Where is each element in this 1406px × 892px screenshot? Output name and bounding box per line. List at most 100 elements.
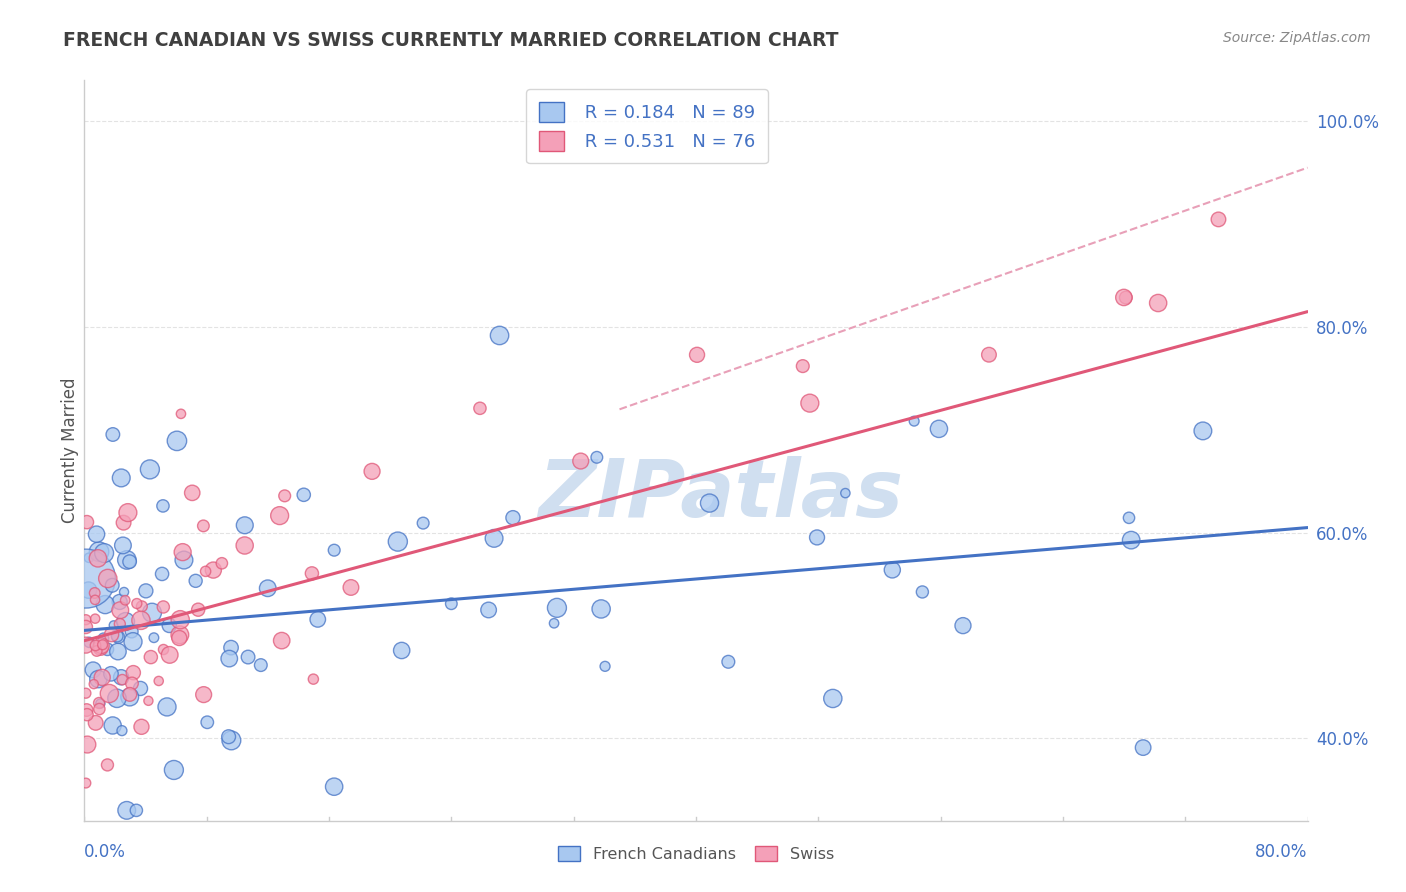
Point — [256, 581, 278, 595]
Point — [468, 401, 491, 416]
Point — [89, 702, 111, 716]
Point — [882, 563, 904, 577]
Point — [340, 581, 363, 595]
Point — [87, 696, 110, 710]
Point — [141, 606, 163, 620]
Point — [184, 574, 207, 588]
Point — [148, 673, 170, 688]
Point — [543, 616, 565, 631]
Point — [93, 632, 115, 646]
Point — [129, 613, 152, 627]
Point — [83, 586, 105, 600]
Text: ZIPatlas: ZIPatlas — [538, 456, 903, 534]
Point — [163, 763, 186, 777]
Point — [76, 707, 98, 722]
Point — [111, 673, 134, 687]
Point — [152, 499, 174, 513]
Point — [90, 639, 112, 653]
Point — [100, 666, 122, 681]
Point — [101, 578, 124, 592]
Point — [103, 618, 125, 632]
Point — [112, 585, 135, 599]
Point — [107, 644, 129, 658]
Point — [1118, 511, 1140, 525]
Point — [87, 672, 110, 686]
Point — [173, 553, 195, 567]
Point — [834, 486, 856, 500]
Point — [87, 545, 110, 559]
Point — [792, 359, 814, 373]
Point — [108, 617, 131, 632]
Point — [219, 640, 242, 655]
Point — [75, 638, 97, 652]
Point — [90, 640, 112, 655]
Point — [482, 532, 505, 546]
Point — [84, 592, 107, 607]
Point — [218, 730, 240, 744]
Point — [86, 644, 108, 658]
Point — [105, 629, 128, 643]
Point — [593, 659, 616, 673]
Point — [903, 414, 925, 428]
Point — [269, 508, 291, 523]
Point — [75, 572, 97, 586]
Point — [118, 687, 141, 701]
Point — [302, 672, 325, 686]
Point — [75, 776, 97, 790]
Point — [301, 566, 323, 581]
Point — [138, 694, 160, 708]
Point — [114, 615, 136, 629]
Point — [195, 715, 218, 730]
Point — [502, 510, 524, 524]
Point — [391, 643, 413, 657]
Point — [1192, 424, 1215, 438]
Point — [193, 688, 215, 702]
Point — [77, 583, 100, 598]
Point — [77, 635, 100, 649]
Point — [169, 628, 191, 642]
Point — [82, 663, 104, 677]
Point — [233, 539, 256, 553]
Point — [84, 639, 107, 653]
Point — [911, 585, 934, 599]
Point — [87, 551, 110, 566]
Point — [221, 733, 243, 747]
Point — [142, 631, 165, 645]
Text: 0.0%: 0.0% — [84, 843, 127, 862]
Point — [84, 715, 107, 730]
Point — [236, 650, 259, 665]
Point — [686, 348, 709, 362]
Text: FRENCH CANADIAN VS SWISS CURRENTLY MARRIED CORRELATION CHART: FRENCH CANADIAN VS SWISS CURRENTLY MARRI… — [63, 31, 839, 50]
Point — [440, 597, 463, 611]
Point — [1147, 296, 1170, 310]
Point — [117, 506, 139, 520]
Point — [107, 630, 129, 644]
Point — [1132, 740, 1154, 755]
Point — [122, 634, 145, 648]
Point — [75, 613, 97, 627]
Point — [83, 677, 105, 691]
Point — [94, 598, 117, 612]
Point — [928, 422, 950, 436]
Point — [131, 720, 153, 734]
Point — [806, 530, 828, 544]
Point — [112, 516, 135, 530]
Point — [122, 665, 145, 680]
Point — [118, 555, 141, 569]
Point — [118, 690, 141, 704]
Point — [131, 599, 153, 614]
Point — [187, 603, 209, 617]
Point — [591, 602, 613, 616]
Point — [412, 516, 434, 530]
Point — [110, 670, 132, 684]
Point — [76, 703, 98, 717]
Point — [156, 700, 179, 714]
Point — [387, 534, 409, 549]
Point — [169, 631, 191, 645]
Point — [152, 642, 174, 657]
Point — [270, 633, 292, 648]
Point — [233, 518, 256, 533]
Point — [273, 489, 295, 503]
Point — [105, 691, 128, 706]
Point — [323, 543, 346, 558]
